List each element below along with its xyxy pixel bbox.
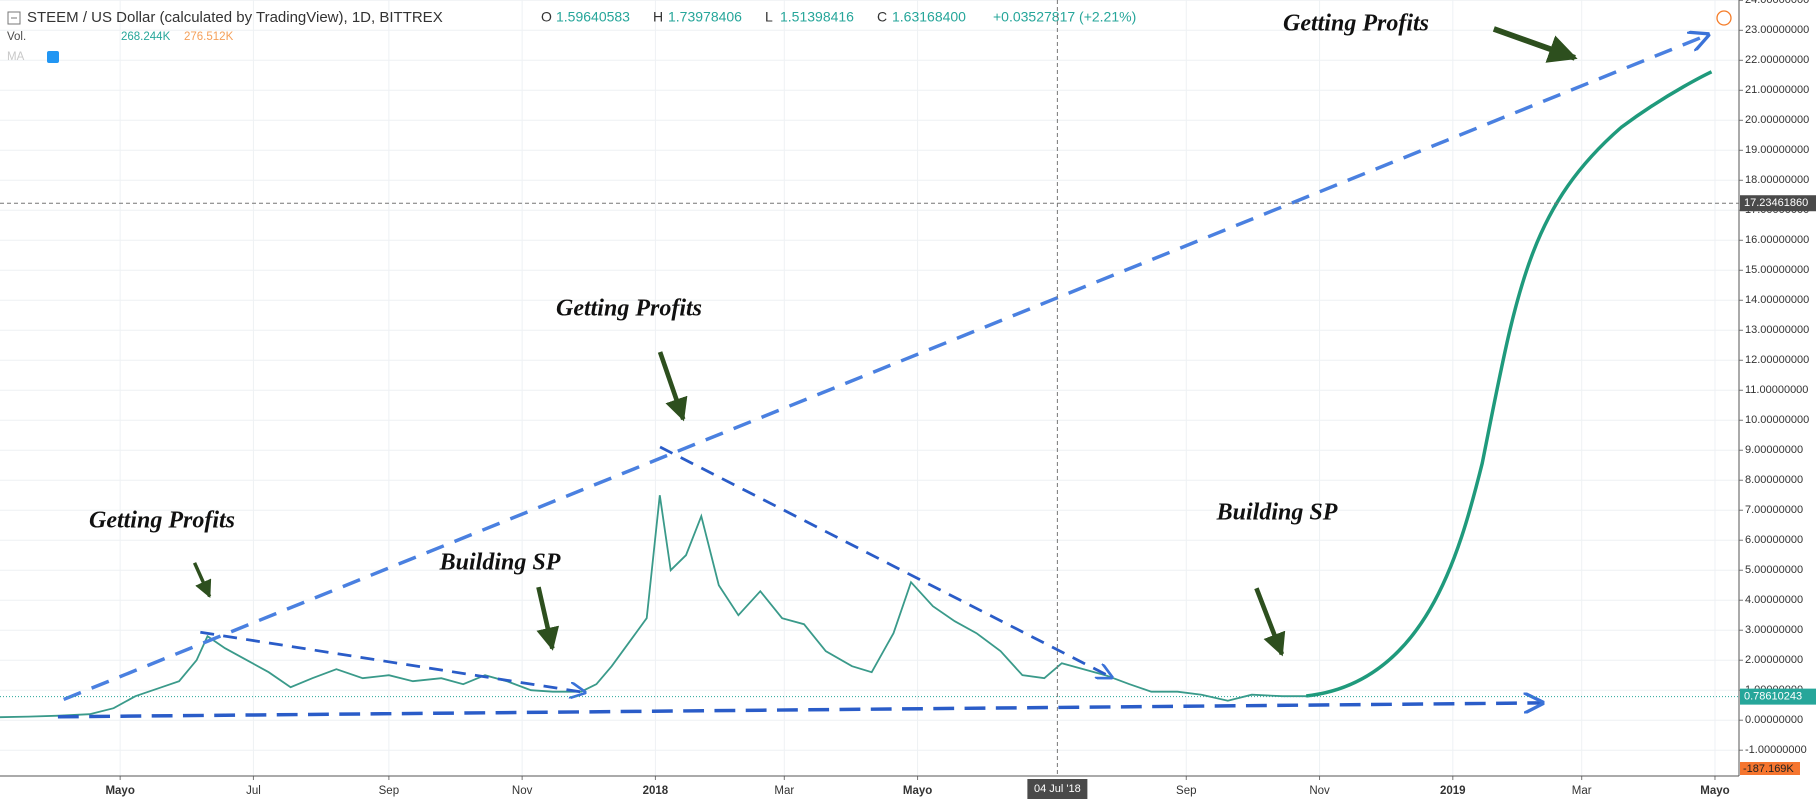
x-tick-label: 2018 [643, 785, 669, 797]
y-tick-label: 19.00000000 [1745, 144, 1809, 156]
y-tick-label: 0.00000000 [1745, 714, 1803, 726]
ohlc-value: 1.63168400 [892, 9, 966, 25]
arrow [1254, 587, 1286, 657]
y-tick-label: 13.00000000 [1745, 324, 1809, 336]
y-tick-label: 24.00000000 [1745, 0, 1809, 6]
y-tick-label: 5.00000000 [1745, 564, 1803, 576]
symbol-title: STEEM / US Dollar (calculated by Trading… [27, 9, 443, 26]
arrow [657, 351, 688, 422]
ohlc-value: 1.59640583 [556, 9, 630, 25]
last-price-tag [1740, 688, 1816, 705]
crosshair-tag [1027, 779, 1088, 799]
ohlc-value: 1.51398416 [780, 9, 854, 25]
volume-tag [1740, 762, 1800, 775]
arrow [536, 586, 560, 651]
arrow [1492, 26, 1578, 63]
y-tick-label: 10.00000000 [1745, 414, 1809, 426]
change-value: +0.03527817 (+2.21%) [993, 9, 1136, 25]
ohlc-label: O [541, 9, 552, 25]
ohlc-label: H [653, 9, 663, 25]
ohlc-label: L [765, 9, 773, 25]
study-value: 268.244K [121, 31, 171, 43]
y-tick-label: 18.00000000 [1745, 174, 1809, 186]
y-tick-label: 14.00000000 [1745, 294, 1809, 306]
x-tick-label: Jul [246, 785, 261, 797]
visibility-toggle[interactable] [47, 51, 59, 63]
y-tick-label: 7.00000000 [1745, 504, 1803, 516]
trend-line [659, 445, 1112, 677]
study-name: MA [7, 51, 25, 63]
annotation: Building SP [439, 550, 561, 576]
x-tick-label: 2019 [1440, 785, 1466, 797]
x-tick-label: Mayo [903, 785, 932, 797]
annotation: Getting Profits [1283, 11, 1429, 37]
crosshair-y-label: 17.23461860 [1744, 197, 1808, 209]
annotation: Getting Profits [89, 508, 235, 534]
y-tick-label: 3.00000000 [1745, 624, 1803, 636]
x-tick-label: Nov [1309, 785, 1330, 797]
trend-line [63, 35, 1708, 702]
y-tick-label: 16.00000000 [1745, 234, 1809, 246]
x-tick-label: Mar [1572, 785, 1592, 797]
y-tick-label: -1.00000000 [1745, 744, 1807, 756]
ohlc-value: 1.73978406 [668, 9, 742, 25]
y-tick-label: 11.00000000 [1745, 384, 1808, 396]
y-tick-label: 23.00000000 [1745, 24, 1809, 36]
x-tick-label: Sep [1176, 785, 1196, 797]
last-price-label: 0.78610243 [1744, 691, 1802, 703]
y-tick-label: 21.00000000 [1745, 84, 1809, 96]
x-tick-label: Mayo [1700, 785, 1729, 797]
annotation: Building SP [1216, 500, 1338, 526]
y-tick-label: 15.00000000 [1745, 264, 1809, 276]
alert-icon[interactable] [1716, 10, 1732, 26]
x-tick-label: Nov [512, 785, 533, 797]
y-tick-label: 22.00000000 [1745, 54, 1809, 66]
projection-curve [1306, 70, 1713, 698]
price-line [0, 495, 1309, 719]
y-tick-label: 4.00000000 [1745, 594, 1803, 606]
y-tick-label: 8.00000000 [1745, 474, 1803, 486]
y-tick-label: 12.00000000 [1745, 354, 1809, 366]
y-tick-label: 9.00000000 [1745, 444, 1803, 456]
study-value: 276.512K [184, 31, 234, 43]
x-tick-label: Mar [774, 785, 794, 797]
x-tick-label: Mayo [105, 785, 134, 797]
drawings [57, 26, 1713, 719]
crosshair-x-label: 04 Jul '18 [1034, 783, 1081, 795]
volume-axis-label: -187.169K [1743, 763, 1794, 775]
ohlc-legend: O 1.59640583 H 1.73978406 L 1.51398416 C 1.6316… [541, 9, 1136, 25]
crosshair-tag [1740, 195, 1816, 212]
trend-line [57, 703, 1543, 719]
grid [0, 0, 1739, 776]
collapse-button[interactable] [7, 11, 21, 25]
ohlc-label: C [877, 9, 887, 25]
study-name: Vol. [7, 31, 26, 43]
arrow [192, 562, 212, 598]
y-tick-label: 20.00000000 [1745, 114, 1809, 126]
annotation: Getting Profits [556, 296, 702, 322]
y-tick-label: 2.00000000 [1745, 654, 1803, 666]
y-tick-label: 6.00000000 [1745, 534, 1803, 546]
trend-line [200, 630, 584, 692]
plot [0, 495, 1309, 719]
x-tick-label: Sep [379, 785, 399, 797]
